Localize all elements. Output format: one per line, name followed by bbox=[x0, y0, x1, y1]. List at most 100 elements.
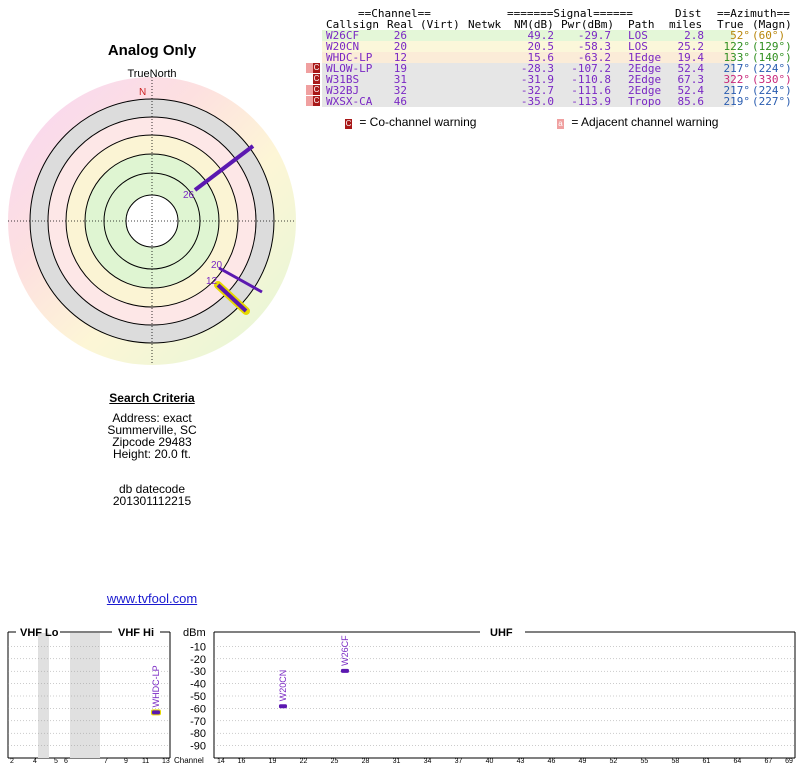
dist-group-header: Dist bbox=[675, 7, 702, 20]
channel-group-header: ==Channel== bbox=[358, 7, 431, 20]
uhf-channel-tick: 49 bbox=[579, 758, 587, 765]
path-cell: 2Edge bbox=[628, 73, 662, 86]
adjacent-channel-symbol: a bbox=[557, 119, 564, 129]
uhf-channel-tick: 19 bbox=[269, 758, 277, 765]
uhf-channel-tick: 25 bbox=[331, 758, 339, 765]
polar-plot: N 26 20 12 bbox=[8, 77, 296, 365]
vhf-channel-tick: 2 bbox=[10, 758, 14, 765]
station-callsign-label: W20CN bbox=[278, 670, 288, 702]
station-callsign-label: WHDC-LP bbox=[151, 665, 161, 707]
uhf-channel-tick: 37 bbox=[455, 758, 463, 765]
table-row: WHDC-LP 12 15.6 -63.2 1Edge 19.4 133° (140°) bbox=[322, 51, 792, 64]
co-channel-text: = Co-channel warning bbox=[359, 115, 477, 129]
pwr-cell: -113.9 bbox=[571, 95, 611, 108]
page-title: Analog Only bbox=[107, 42, 197, 59]
channel-warning: C bbox=[306, 74, 320, 85]
real-channel-cell: 20 bbox=[393, 40, 407, 53]
azimuth-true-cell: 52° bbox=[730, 29, 750, 42]
callsign-cell: WXSX-CA bbox=[326, 95, 373, 108]
dbm-tick-label: -80 bbox=[190, 728, 206, 740]
nm-cell: 20.5 bbox=[527, 40, 555, 53]
line-label-26: 26 bbox=[183, 190, 195, 201]
channel-axis-label: Channel bbox=[174, 756, 204, 765]
pwr-cell: -29.7 bbox=[577, 29, 611, 42]
uhf-label: UHF bbox=[490, 627, 513, 639]
callsign-cell: W32BJ bbox=[326, 84, 360, 97]
uhf-channel-tick: 22 bbox=[300, 758, 308, 765]
co-channel-symbol: C bbox=[345, 119, 352, 129]
nm-cell: -32.7 bbox=[520, 84, 554, 97]
table-row: W32BJ 32 -32.7 -111.6 2Edge 52.4 217° (224°) bbox=[322, 84, 792, 97]
callsign-cell: WLOW-LP bbox=[326, 62, 373, 75]
channel-warning: C bbox=[306, 63, 320, 74]
path-cell: Tropo bbox=[628, 95, 662, 108]
path-cell: 2Edge bbox=[628, 62, 662, 75]
col-miles: miles bbox=[669, 18, 703, 31]
uhf-channel-tick: 69 bbox=[785, 758, 793, 765]
uhf-channel-tick: 16 bbox=[238, 758, 246, 765]
station-callsign-label: W26CF bbox=[340, 635, 350, 666]
station-marker bbox=[278, 704, 287, 709]
pwr-cell: -111.6 bbox=[571, 84, 611, 97]
dbm-tick-label: -60 bbox=[190, 703, 206, 715]
line-label-20: 20 bbox=[211, 260, 223, 271]
vhf-channel-tick: 9 bbox=[124, 758, 128, 765]
real-channel-cell: 32 bbox=[393, 84, 407, 97]
co-channel-warning-icon: C bbox=[313, 96, 320, 106]
adjacent-channel-warning-icon bbox=[306, 63, 313, 73]
callsign-cell: W31BS bbox=[326, 73, 360, 86]
dbm-tick-label: -20 bbox=[190, 654, 206, 666]
tvfool-link[interactable]: www.tvfool.com bbox=[106, 591, 198, 606]
path-cell: LOS bbox=[628, 29, 648, 42]
col-real: Real bbox=[387, 18, 414, 31]
station-marker bbox=[152, 710, 160, 715]
uhf-channel-tick: 40 bbox=[486, 758, 494, 765]
col-true: True bbox=[717, 18, 744, 31]
adjacent-channel-warning-icon bbox=[306, 85, 313, 95]
uhf-channel-tick: 55 bbox=[641, 758, 649, 765]
search-criteria: Search Criteria Address: exact Summervil… bbox=[52, 392, 252, 507]
uhf-channel-tick: 31 bbox=[393, 758, 401, 765]
pwr-cell: -63.2 bbox=[577, 51, 611, 64]
dist-cell: 2.8 bbox=[684, 29, 704, 42]
azimuth-true-cell: 219° bbox=[723, 95, 751, 108]
col-pwr: Pwr(dBm) bbox=[561, 18, 614, 31]
co-channel-warning-icon: C bbox=[313, 74, 320, 84]
dbm-tick-label: -90 bbox=[190, 741, 206, 753]
dist-cell: 52.4 bbox=[677, 62, 705, 75]
true-north-label: TrueNorth bbox=[127, 68, 177, 80]
zipcode-line: Zipcode 29483 bbox=[112, 435, 192, 449]
real-channel-cell: 19 bbox=[393, 62, 407, 75]
spectrum-chart: VHF Lo VHF Hi UHF dBm Channel -10-20-30-… bbox=[7, 627, 796, 765]
db-datecode-value: 201301112215 bbox=[112, 494, 192, 508]
channel-warning: C bbox=[306, 85, 320, 96]
dist-cell: 52.4 bbox=[677, 84, 705, 97]
uhf-panel: UHF bbox=[213, 627, 796, 759]
real-channel-cell: 31 bbox=[393, 73, 407, 86]
azimuth-group-header: ==Azimuth== bbox=[717, 7, 790, 20]
pwr-cell: -107.2 bbox=[571, 62, 611, 75]
col-virt: (Virt) bbox=[420, 18, 460, 31]
path-cell: 2Edge bbox=[628, 84, 662, 97]
height-line: Height: 20.0 ft. bbox=[112, 447, 192, 461]
uhf-channel-tick: 14 bbox=[217, 758, 225, 765]
azimuth-true-cell: 133° bbox=[723, 51, 751, 64]
table-group-header: ==Channel== =======Signal====== Dist ==A… bbox=[322, 7, 790, 20]
vhf-channel-tick: 11 bbox=[142, 758, 149, 765]
real-channel-cell: 12 bbox=[393, 51, 407, 64]
nm-cell: 49.2 bbox=[527, 29, 555, 42]
vhf-channel-tick: 5 bbox=[54, 758, 58, 765]
vhf-channel-tick: 6 bbox=[64, 758, 68, 765]
azimuth-magn-cell: (140°) bbox=[752, 51, 792, 64]
nm-cell: -31.9 bbox=[520, 73, 554, 86]
path-cell: 1Edge bbox=[628, 51, 662, 64]
uhf-channel-tick: 46 bbox=[548, 758, 556, 765]
signal-group-header: =======Signal====== bbox=[507, 7, 633, 20]
line-label-12: 12 bbox=[206, 276, 218, 287]
vhf-channel-tick: 7 bbox=[104, 758, 108, 765]
dist-cell: 85.6 bbox=[677, 95, 705, 108]
real-channel-cell: 26 bbox=[393, 29, 407, 42]
table-column-header: Callsign Real (Virt) Netwk NM(dB) Pwr(dB… bbox=[322, 18, 792, 31]
vhf-channel-tick: 4 bbox=[33, 758, 37, 765]
path-cell: LOS bbox=[628, 40, 648, 53]
